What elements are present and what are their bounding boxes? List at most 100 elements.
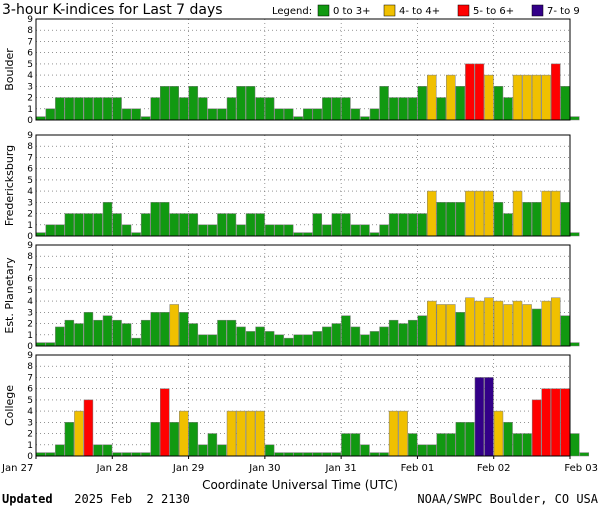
y-tick-label: 6 bbox=[27, 49, 33, 59]
y-tick-label: 1 bbox=[27, 331, 33, 341]
k-index-bar bbox=[550, 297, 561, 347]
k-index-bar bbox=[484, 190, 494, 237]
k-index-bar bbox=[322, 452, 332, 457]
k-index-bar bbox=[74, 410, 84, 457]
k-index-bar bbox=[264, 97, 275, 121]
k-index-bar bbox=[331, 323, 342, 347]
k-index-bar bbox=[179, 410, 189, 457]
k-index-bar bbox=[45, 224, 56, 237]
k-index-bar bbox=[303, 334, 313, 347]
legend-entry-label: 4- to 4+ bbox=[399, 6, 440, 17]
y-tick-label: 8 bbox=[27, 362, 33, 372]
k-index-bar bbox=[341, 315, 351, 347]
k-index-bar bbox=[522, 74, 532, 121]
y-tick-label: 6 bbox=[27, 385, 33, 395]
k-index-bar bbox=[474, 377, 485, 457]
y-tick-label: 8 bbox=[27, 142, 33, 152]
k-index-bar bbox=[274, 334, 284, 347]
k-index-bar bbox=[474, 190, 485, 237]
k-index-bar bbox=[36, 116, 46, 121]
k-index-bar bbox=[474, 63, 485, 121]
k-index-bar bbox=[484, 297, 494, 347]
k-index-bar bbox=[455, 86, 466, 121]
legend-swatch bbox=[457, 4, 470, 17]
panel-label: Est. Planetary bbox=[3, 257, 16, 334]
k-index-bar bbox=[112, 319, 122, 347]
k-index-bar bbox=[226, 97, 237, 121]
k-index-bar bbox=[360, 224, 370, 237]
x-tick-label: Jan 31 bbox=[324, 463, 356, 474]
y-tick-label: 0 bbox=[27, 342, 33, 352]
y-tick-label: 7 bbox=[27, 153, 33, 163]
legend: Legend: 0 to 3+ 4- to 4+ 5- to 6+ 7- to 9 bbox=[272, 4, 580, 17]
k-index-bar bbox=[388, 97, 399, 121]
k-index-bar bbox=[417, 213, 427, 237]
k-index-bar bbox=[131, 232, 141, 237]
y-tick-label: 5 bbox=[27, 396, 33, 406]
y-tick-label: 9 bbox=[27, 131, 33, 141]
k-index-bar bbox=[570, 342, 580, 347]
k-index-bar bbox=[341, 433, 351, 457]
k-index-bar bbox=[407, 213, 418, 237]
y-tick-label: 8 bbox=[27, 26, 33, 36]
k-index-bar bbox=[283, 452, 294, 457]
k-index-bar bbox=[64, 213, 75, 237]
k-index-bar bbox=[36, 342, 46, 347]
k-index-bar bbox=[93, 213, 103, 237]
x-tick-label: Feb 03 bbox=[564, 463, 598, 474]
panel-frame bbox=[35, 18, 571, 121]
panel-label: Boulder bbox=[3, 48, 16, 91]
y-tick-label: 9 bbox=[27, 351, 33, 361]
k-index-bar bbox=[312, 108, 323, 121]
k-index-bar bbox=[217, 108, 227, 121]
k-index-bar bbox=[560, 202, 570, 237]
k-index-bar bbox=[283, 337, 294, 347]
k-index-bar bbox=[417, 315, 427, 347]
k-index-bar bbox=[226, 213, 237, 237]
k-index-bar bbox=[264, 331, 275, 347]
k-index-bar bbox=[179, 97, 189, 121]
k-index-bar bbox=[226, 319, 237, 347]
k-index-bar bbox=[55, 97, 65, 121]
x-tick-label: Jan 27 bbox=[1, 463, 33, 474]
x-tick-label: Jan 28 bbox=[96, 463, 128, 474]
y-tick-label: 6 bbox=[27, 165, 33, 175]
k-index-bar bbox=[312, 331, 323, 347]
k-index-bar bbox=[465, 63, 475, 121]
k-index-bar bbox=[274, 108, 284, 121]
k-index-bar bbox=[121, 224, 132, 237]
k-index-bar bbox=[93, 319, 103, 347]
k-index-bar bbox=[264, 224, 275, 237]
x-tick-label: Jan 30 bbox=[248, 463, 280, 474]
k-index-bar bbox=[207, 108, 218, 121]
k-index-bar bbox=[398, 323, 408, 347]
k-index-bar bbox=[64, 97, 75, 121]
k-index-bar bbox=[236, 326, 246, 347]
y-tick-label: 3 bbox=[27, 308, 33, 318]
k-index-bar bbox=[112, 452, 122, 457]
k-index-bar bbox=[512, 300, 523, 347]
y-tick-label: 7 bbox=[27, 37, 33, 47]
k-index-bar bbox=[322, 97, 332, 121]
k-index-bar bbox=[198, 224, 208, 237]
k-index-bar bbox=[160, 202, 170, 237]
k-index-bar bbox=[293, 334, 303, 347]
k-index-bar bbox=[293, 232, 303, 237]
legend-entry-label: 7- to 9 bbox=[547, 6, 580, 17]
k-index-bar bbox=[150, 422, 160, 457]
y-tick-label: 5 bbox=[27, 286, 33, 296]
k-index-bar bbox=[245, 331, 256, 347]
k-index-bar bbox=[160, 312, 170, 347]
y-tick-label: 4 bbox=[27, 187, 33, 197]
k-index-bar bbox=[102, 444, 113, 457]
y-tick-label: 2 bbox=[27, 320, 33, 330]
k-index-bar bbox=[474, 300, 485, 347]
k-index-bar bbox=[274, 224, 284, 237]
k-index-bar bbox=[179, 312, 189, 347]
k-index-bar bbox=[121, 323, 132, 347]
y-tick-label: 6 bbox=[27, 275, 33, 285]
legend-entry-label: 0 to 3+ bbox=[333, 6, 371, 17]
panel-frame bbox=[35, 134, 571, 237]
panel-label: College bbox=[3, 385, 16, 426]
